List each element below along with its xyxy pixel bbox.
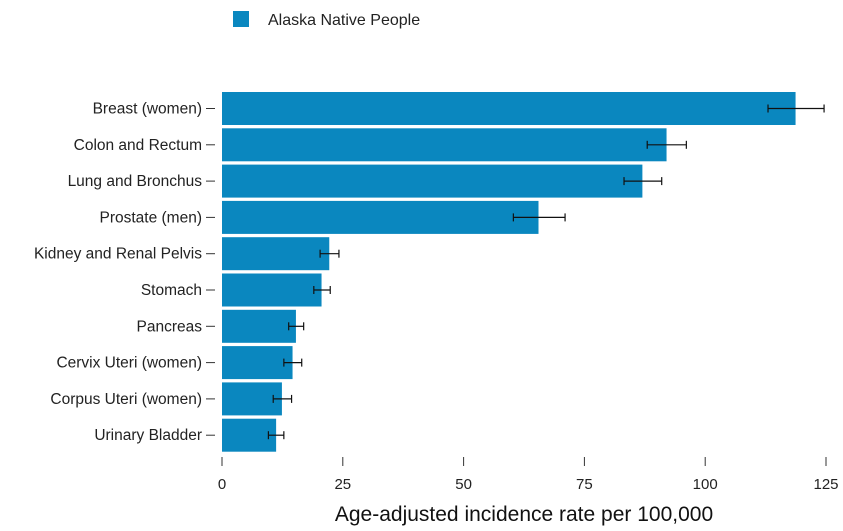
bar-9 [222, 418, 277, 452]
error-bars [267, 104, 825, 440]
y-tick-label-6: Pancreas [137, 318, 203, 335]
legend-swatch [233, 11, 249, 27]
x-tick-label-4: 100 [693, 476, 718, 493]
bar-3 [222, 200, 539, 234]
y-tick-label-7: Cervix Uteri (women) [56, 355, 202, 372]
legend-label: Alaska Native People [268, 12, 420, 29]
x-axis-title: Age-adjusted incidence rate per 100,000 [335, 503, 713, 526]
y-tick-label-2: Lung and Bronchus [68, 173, 203, 190]
y-tick-label-0: Breast (women) [93, 101, 202, 118]
bar-4 [222, 237, 330, 271]
bar-8 [222, 382, 282, 416]
legend: Alaska Native People [233, 11, 420, 29]
bar-2 [222, 164, 643, 198]
y-tick-label-8: Corpus Uteri (women) [50, 391, 202, 408]
y-axis: Breast (women) Colon and Rectum Lung and B… [34, 101, 215, 444]
x-axis: 0 25 50 75 100 125 [218, 457, 839, 493]
y-tick-label-5: Stomach [141, 282, 202, 299]
x-tick-label-0: 0 [218, 476, 226, 493]
bar-7 [222, 346, 293, 380]
bar-1 [222, 128, 667, 162]
y-tick-label-4: Kidney and Renal Pelvis [34, 246, 202, 263]
x-tick-label-3: 75 [576, 476, 593, 493]
x-tick-label-2: 50 [455, 476, 472, 493]
bars [222, 92, 796, 452]
bar-6 [222, 309, 296, 343]
bar-5 [222, 273, 322, 307]
bar-0 [222, 92, 796, 125]
x-tick-label-5: 125 [813, 476, 838, 493]
y-tick-label-3: Prostate (men) [99, 209, 202, 226]
y-tick-label-9: Urinary Bladder [94, 427, 202, 444]
y-tick-label-1: Colon and Rectum [74, 137, 202, 154]
x-tick-label-1: 25 [334, 476, 351, 493]
